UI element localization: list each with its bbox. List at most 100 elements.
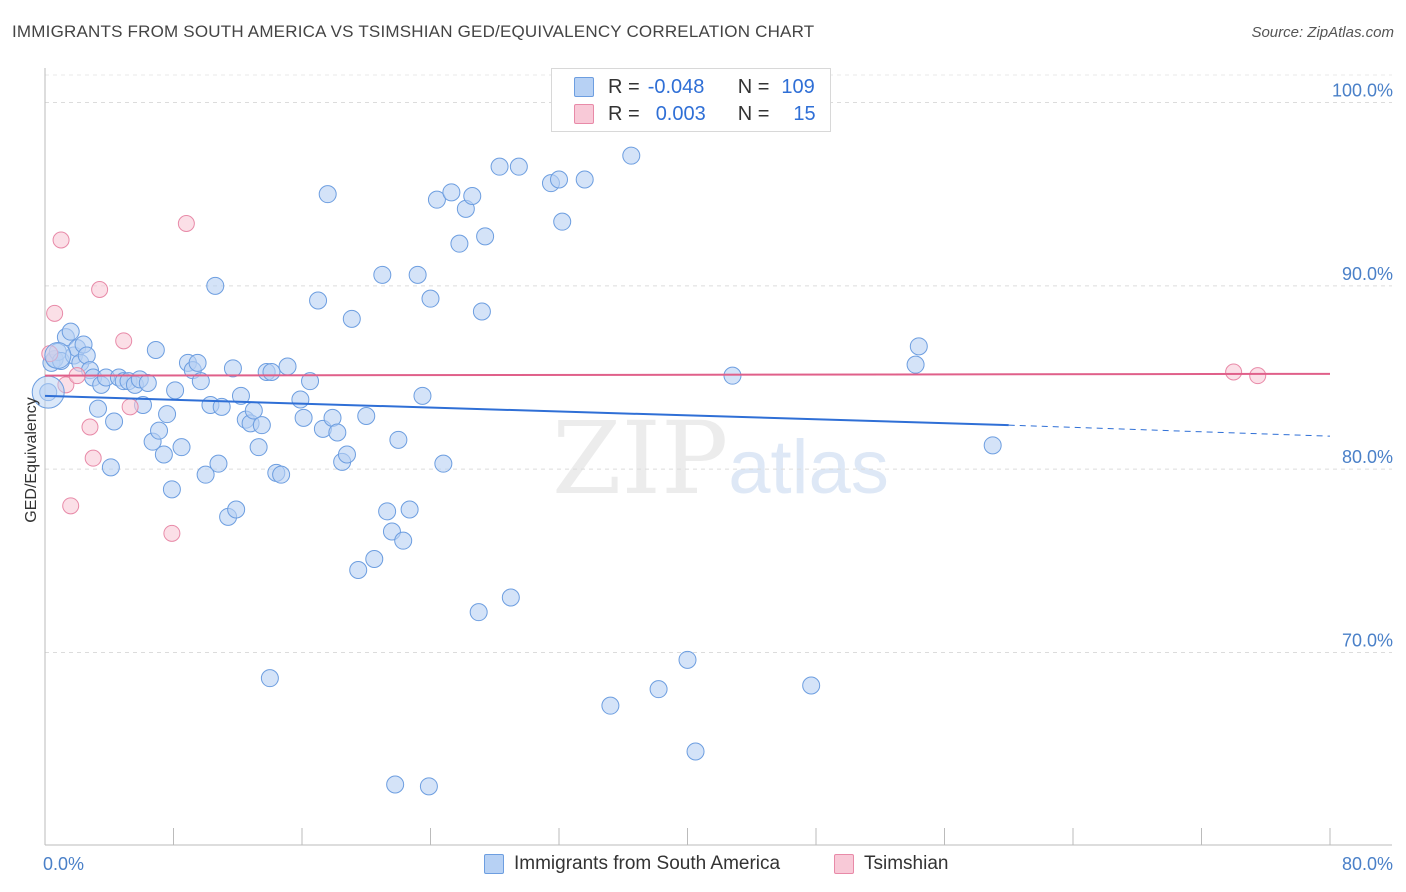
- blue-point-78: [413, 386, 432, 405]
- blue-point-40: [206, 276, 225, 295]
- pink-point-2: [52, 231, 70, 249]
- blue-point-6: [61, 322, 80, 341]
- blue-point-58: [294, 408, 313, 427]
- blue-point-46: [231, 386, 250, 405]
- pink-point-10: [121, 398, 139, 416]
- bottom-legend-label-2: Tsimshian: [864, 853, 949, 874]
- bottom-legend-series1: Immigrants from South America: [484, 852, 780, 876]
- blue-point-70: [365, 550, 384, 568]
- blue-point-29: [154, 445, 173, 464]
- blue-point-81: [434, 454, 453, 473]
- pink-point-1: [46, 304, 64, 322]
- blue-point-85: [463, 187, 482, 205]
- blue-point-89: [501, 588, 520, 607]
- legend-n-value-1: 109: [781, 75, 815, 98]
- y-tick-label-70: 70.0%: [1342, 631, 1393, 651]
- blue-point-37: [191, 372, 210, 391]
- blue-point-108: [469, 603, 488, 622]
- blue-point-33: [172, 438, 191, 457]
- blue-cluster-point-1: [44, 342, 72, 369]
- blue-point-57: [291, 390, 310, 409]
- watermark-zip: ZIP: [552, 400, 729, 517]
- legend-row-blue: R = -0.048 N = 109: [574, 74, 815, 100]
- y-tick-label-90: 90.0%: [1342, 264, 1393, 284]
- blue-point-60: [309, 291, 328, 310]
- bottom-pink-swatch: [834, 854, 854, 874]
- blue-point-104: [983, 436, 1002, 455]
- blue-point-98: [678, 650, 697, 669]
- bottom-legend-label-1: Immigrants from South America: [514, 853, 781, 874]
- pink-swatch: [574, 104, 594, 124]
- blue-point-18: [105, 412, 124, 431]
- blue-point-62: [318, 185, 337, 204]
- x-tick-label-80: 80.0%: [1342, 854, 1393, 874]
- blue-point-97: [649, 680, 668, 699]
- blue-point-36: [188, 353, 207, 372]
- y-tick-label-100: 100.0%: [1332, 81, 1393, 101]
- source-label: Source: ZipAtlas.com: [1251, 24, 1394, 41]
- blue-point-17: [101, 458, 120, 477]
- blue-point-51: [252, 416, 271, 435]
- blue-point-74: [389, 430, 408, 449]
- blue-point-66: [337, 445, 356, 464]
- blue-point-86: [472, 302, 491, 321]
- blue-point-77: [408, 265, 427, 284]
- blue-point-41: [209, 454, 228, 473]
- blue-point-68: [349, 561, 368, 579]
- blue-point-42: [212, 397, 231, 416]
- blue-point-82: [442, 183, 461, 202]
- pink-point-14: [1249, 367, 1267, 385]
- pink-point-4: [62, 497, 80, 515]
- blue-point-72: [378, 502, 397, 521]
- legend-r-label-2: R =: [608, 102, 640, 125]
- y-tick-label-80: 80.0%: [1342, 447, 1393, 467]
- stats-legend: R = -0.048 N = 109 R = 0.003 N = 15: [551, 68, 831, 132]
- blue-point-93: [553, 212, 572, 231]
- legend-row-pink: R = 0.003 N = 15: [574, 101, 816, 127]
- blue-point-32: [166, 381, 185, 400]
- blue-point-67: [342, 309, 361, 328]
- blue-point-64: [328, 423, 347, 442]
- chart-title: IMMIGRANTS FROM SOUTH AMERICA VS TSIMSHI…: [12, 22, 815, 41]
- x-tick-label-0: 0.0%: [43, 854, 84, 874]
- legend-r-label-1: R =: [608, 75, 640, 98]
- blue-point-71: [373, 265, 392, 284]
- blue-point-106: [386, 775, 405, 794]
- pink-point-6: [81, 418, 99, 436]
- gridlines: [45, 74, 1392, 653]
- blue-point-50: [249, 438, 268, 457]
- bottom-blue-swatch: [484, 854, 504, 874]
- trend-lines: [44, 372, 1331, 437]
- blue-point-79: [421, 289, 440, 308]
- blue-point-38: [196, 465, 215, 484]
- pink-point-11: [163, 524, 181, 542]
- blue-point-11: [77, 346, 96, 365]
- blue-point-59: [301, 372, 320, 391]
- blue-point-96: [622, 146, 641, 165]
- blue-point-76: [400, 500, 419, 519]
- blue-point-30: [158, 405, 177, 424]
- watermark: ZIPatlas: [552, 400, 889, 517]
- blue-point-83: [450, 234, 469, 253]
- bottom-legend-series2: Tsimshian: [834, 852, 948, 876]
- blue-trend-line: [44, 394, 1009, 427]
- legend-n-label-1: N =: [737, 75, 770, 98]
- blue-point-103: [909, 337, 928, 356]
- blue-point-92: [550, 170, 568, 189]
- blue-point-95: [601, 696, 620, 715]
- blue-swatch: [574, 77, 594, 97]
- legend-r-value-2: 0.003: [655, 102, 706, 125]
- pink-point-7: [84, 449, 102, 467]
- blue-point-53: [262, 363, 281, 381]
- legend-r-value-1: -0.048: [647, 75, 705, 98]
- data-points: [31, 146, 1267, 796]
- blue-point-56: [278, 357, 297, 376]
- legend-n-label-2: N =: [737, 102, 770, 125]
- blue-point-101: [802, 676, 821, 695]
- pink-point-13: [1225, 363, 1243, 381]
- axes: [44, 68, 1392, 846]
- pink-point-12: [177, 215, 195, 232]
- pink-point-9: [115, 332, 133, 350]
- watermark-atlas: atlas: [728, 425, 889, 510]
